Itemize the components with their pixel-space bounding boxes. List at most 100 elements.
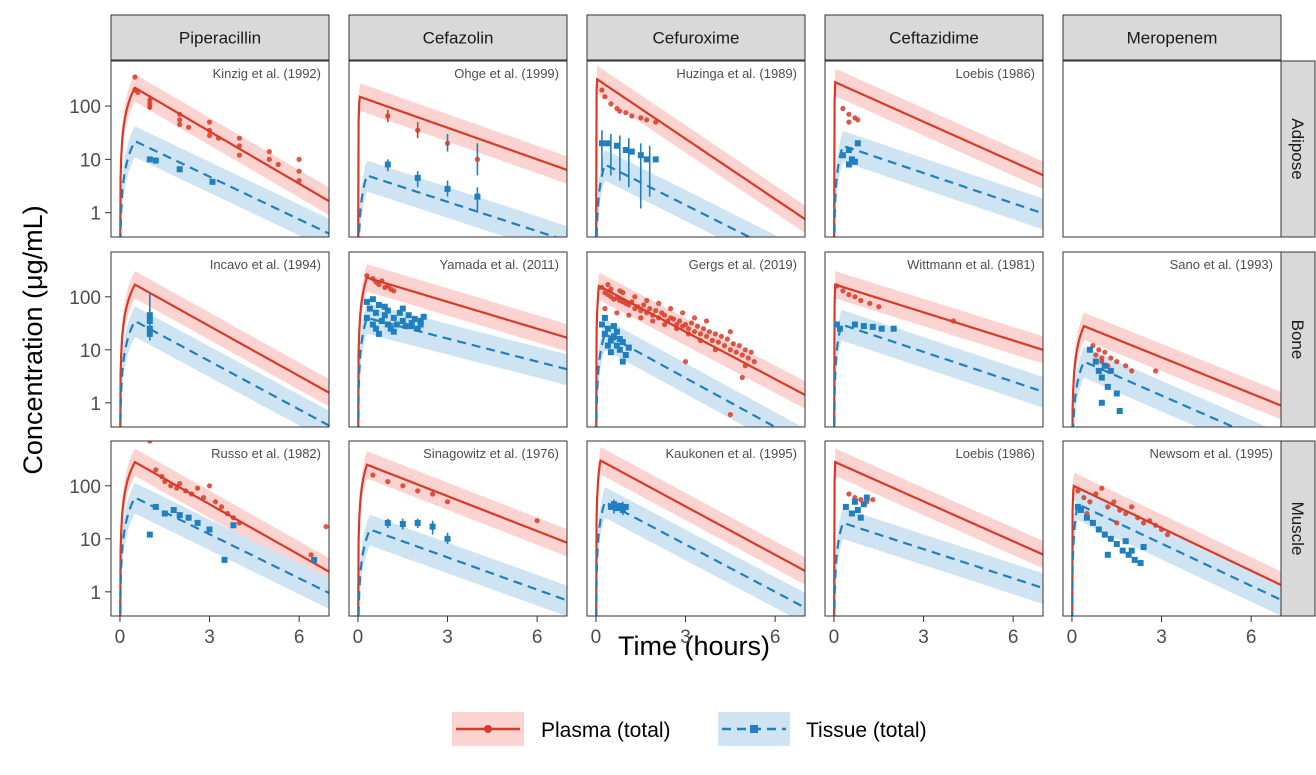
x-tick-label: 6 [294, 627, 305, 648]
prediction-band [120, 448, 329, 616]
panel-plot-area [1071, 312, 1281, 427]
prediction-band [834, 508, 1043, 616]
plasma-observation [444, 499, 451, 505]
plasma-observation [1153, 368, 1159, 374]
plasma-observation [177, 111, 183, 117]
tissue-observation [176, 512, 183, 519]
plasma-observation [177, 117, 183, 123]
tissue-observation [1113, 390, 1120, 397]
plasma-observation [638, 315, 644, 321]
panel-plot-area [357, 264, 567, 427]
plasma-observation [308, 552, 314, 558]
tissue-observation [851, 158, 858, 165]
tissue-observation [414, 519, 421, 526]
tissue-observation [610, 323, 617, 330]
plasma-observation [635, 304, 641, 310]
plasma-fit-line [595, 77, 805, 237]
plasma-observation [691, 315, 698, 321]
plasma-observation [135, 89, 141, 95]
strip-label-muscle: Muscle [1288, 502, 1307, 556]
panel-plot-area [357, 83, 567, 237]
plasma-observation [177, 121, 183, 128]
x-tick-label: 0 [829, 627, 840, 648]
plasma-observation [602, 94, 608, 100]
y-tick-label: 1 [90, 583, 101, 604]
y-tick-label: 1 [90, 204, 101, 225]
plasma-observation [671, 316, 677, 322]
plasma-observation [534, 518, 540, 524]
plasma-observation [677, 318, 683, 324]
tissue-observation [1098, 399, 1105, 406]
tissue-observation [613, 342, 620, 349]
reference-label: Loebis (1986) [956, 66, 1036, 81]
tissue-fit-line [357, 316, 567, 427]
plasma-observation [742, 363, 748, 369]
plasma-observation [680, 310, 686, 316]
plasma-observation [147, 441, 153, 444]
plasma-observation [236, 152, 242, 158]
panel-plot-area [595, 272, 805, 427]
plasma-observation [266, 149, 272, 155]
reference-label: Gergs et al. (2019) [689, 257, 797, 272]
plasma-observation [662, 312, 668, 318]
plasma-observation [370, 472, 376, 478]
tissue-observation [375, 302, 382, 308]
plasma-observation [730, 341, 736, 347]
plasma-fit-line [119, 283, 329, 427]
prediction-band [596, 447, 805, 616]
plasma-fit-line [119, 86, 329, 237]
panel-ceftazidime-muscle: Loebis (1986) 0 3 6 [824, 440, 1044, 648]
tissue-observation [1107, 367, 1114, 374]
tissue-observation [405, 312, 412, 319]
prediction-band [596, 65, 805, 237]
plasma-observation [1158, 526, 1165, 533]
panel-cefuroxime-adipose: Huzinga et al. (1989) [586, 60, 806, 238]
tissue-observation [152, 503, 159, 510]
plasma-observation [846, 292, 852, 298]
plasma-observation [638, 115, 644, 121]
x-tick-label: 3 [204, 627, 215, 648]
tissue-observation [381, 303, 388, 310]
tissue-observation [601, 314, 608, 321]
plasma-observation [846, 119, 852, 125]
plasma-observation [685, 331, 692, 337]
strip-meropenem [1062, 14, 1282, 61]
tissue-observation [146, 318, 153, 324]
tissue-observation [146, 325, 153, 332]
plasma-observation [1129, 504, 1135, 510]
tissue-observation [616, 336, 623, 342]
plasma-observation [1123, 363, 1129, 369]
tissue-observation [1137, 560, 1144, 566]
legend-label-tissue: Tissue (total) [806, 719, 927, 742]
panel-meropenem-bone: Sano et al. (1993) [1062, 251, 1282, 428]
panel-border [348, 60, 568, 238]
tissue-observation [860, 323, 867, 330]
panel-border [824, 251, 1044, 428]
panel-meropenem-muscle: Newsom et al. (1995) 0 3 6 [1062, 440, 1282, 648]
strip-bone [1280, 251, 1316, 428]
plasma-observation [444, 140, 451, 146]
tissue-observation [408, 323, 415, 330]
plasma-observation [605, 282, 611, 288]
tissue-observation [1089, 519, 1096, 526]
tissue-observation [375, 330, 382, 337]
tissue-observation [1116, 408, 1123, 414]
panel-ceftazidime-bone: Wittmann et al. (1981) [824, 251, 1044, 428]
prediction-band [834, 131, 1043, 237]
plasma-observation [1114, 520, 1120, 526]
tissue-observation [1104, 551, 1111, 558]
plasma-observation [623, 110, 629, 116]
prediction-band [596, 487, 805, 616]
tissue-observation [474, 193, 481, 200]
reference-label: Kaukonen et al. (1995) [665, 446, 797, 461]
plasma-observation [641, 302, 647, 308]
panel-plot-area [833, 271, 1043, 427]
panel-border [1062, 60, 1282, 238]
plasma-observation [132, 74, 138, 80]
plasma-observation [1153, 522, 1159, 528]
tissue-observation [399, 318, 406, 324]
tissue-observation [1131, 556, 1138, 563]
plasma-observation [700, 326, 707, 332]
strip-label-bone: Bone [1288, 320, 1307, 360]
panel-border [110, 60, 330, 238]
